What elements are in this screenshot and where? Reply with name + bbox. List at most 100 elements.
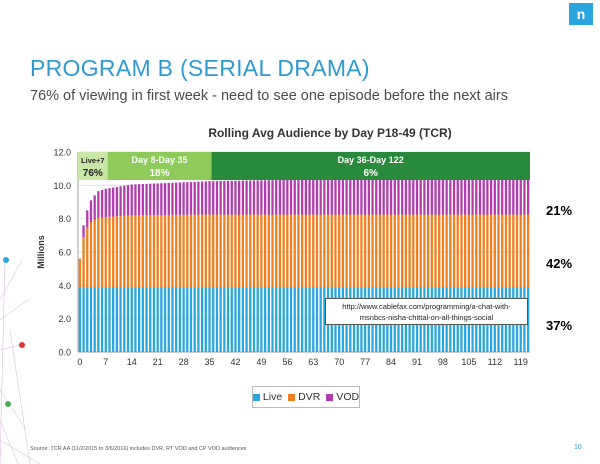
- x-tick-label: 91: [412, 357, 422, 367]
- bar-dvr: [82, 237, 85, 287]
- bar-vod: [100, 189, 104, 218]
- bar-dvr: [93, 219, 96, 287]
- bar-vod: [238, 180, 241, 215]
- bar-vod: [512, 177, 515, 215]
- bar-dvr: [319, 214, 322, 287]
- bar-dvr: [378, 214, 382, 287]
- y-tick-label: 8.0: [58, 214, 71, 224]
- bar-dvr: [426, 214, 430, 287]
- bar-dvr: [360, 214, 363, 287]
- bar-live: [149, 287, 152, 352]
- bar-dvr: [430, 214, 433, 287]
- bar-vod: [471, 178, 474, 215]
- bar-dvr: [108, 216, 111, 287]
- bar-vod: [182, 182, 185, 215]
- bar-vod: [393, 178, 396, 215]
- bar-vod: [456, 178, 459, 215]
- bar-vod: [338, 179, 341, 215]
- share-label-live: 37%: [546, 318, 573, 333]
- bar-vod: [163, 183, 167, 215]
- bar-live: [126, 287, 130, 352]
- bar-dvr: [341, 214, 345, 287]
- bar-dvr: [182, 214, 185, 287]
- bar-vod: [219, 180, 222, 215]
- bar-dvr: [204, 214, 207, 287]
- bar-live: [275, 287, 278, 352]
- bar-dvr: [263, 214, 267, 287]
- bar-vod: [371, 179, 374, 215]
- bar-dvr: [334, 214, 337, 287]
- bar-dvr: [115, 216, 119, 287]
- bar-dvr: [223, 214, 226, 287]
- bar-vod: [441, 178, 445, 215]
- url-annotation: http://www.cablefax.com/programming/a-ch…: [325, 298, 528, 325]
- bar-dvr: [226, 214, 230, 287]
- bar-dvr: [234, 214, 237, 287]
- bar-live: [260, 287, 263, 352]
- bar-vod: [523, 177, 526, 215]
- bar-vod: [426, 178, 430, 215]
- bar-live: [267, 287, 270, 352]
- bar-vod: [200, 181, 204, 215]
- bar-dvr: [167, 214, 170, 287]
- bar-vod: [93, 195, 96, 220]
- x-tick-label: 63: [308, 357, 318, 367]
- page-number: 10: [574, 444, 582, 451]
- bar-dvr: [515, 214, 519, 287]
- bar-dvr: [126, 215, 130, 287]
- bar-vod: [360, 179, 363, 215]
- bar-vod: [115, 186, 119, 217]
- bar-dvr: [338, 214, 341, 287]
- bar-vod: [504, 177, 508, 215]
- bar-vod: [282, 179, 285, 215]
- decorative-line: [0, 389, 27, 431]
- bar-dvr: [489, 214, 493, 287]
- bar-live: [119, 287, 122, 352]
- bar-vod: [141, 184, 144, 216]
- bar-vod: [501, 178, 504, 215]
- bar-dvr: [219, 214, 222, 287]
- bar-dvr: [415, 214, 419, 287]
- bar-dvr: [256, 214, 259, 287]
- bar-dvr: [345, 214, 348, 287]
- bar-vod: [319, 179, 322, 215]
- bar-live: [89, 287, 93, 352]
- x-tick-label: 112: [488, 357, 502, 367]
- bar-live: [241, 287, 245, 352]
- bar-dvr: [475, 214, 478, 287]
- bar-vod: [171, 182, 174, 215]
- bar-vod: [145, 183, 148, 216]
- bar-live: [86, 287, 89, 352]
- bar-dvr: [163, 214, 167, 287]
- bar-dvr: [352, 214, 356, 287]
- bar-live: [312, 287, 315, 352]
- bar-dvr: [401, 214, 404, 287]
- bar-vod: [363, 179, 367, 215]
- bar-vod: [89, 200, 93, 222]
- x-tick-label: 7: [103, 357, 108, 367]
- bar-vod: [86, 210, 89, 227]
- bar-vod: [193, 181, 196, 215]
- bar-vod: [519, 177, 522, 215]
- bar-vod: [526, 177, 530, 215]
- bar-dvr: [86, 227, 89, 287]
- bar-dvr: [238, 214, 241, 287]
- bar-dvr: [189, 214, 193, 287]
- bar-vod: [460, 178, 463, 215]
- bar-vod: [467, 178, 471, 215]
- bar-dvr: [156, 215, 159, 287]
- bar-live: [167, 287, 170, 352]
- bar-vod: [404, 178, 408, 215]
- bar-live: [93, 287, 96, 352]
- bar-live: [123, 287, 126, 352]
- bar-dvr: [523, 214, 526, 287]
- bar-live: [104, 287, 107, 352]
- bar-dvr: [508, 214, 511, 287]
- decorative-line: [0, 439, 41, 464]
- bar-vod: [345, 179, 348, 215]
- bar-live: [315, 287, 319, 352]
- decorative-dot: [19, 342, 25, 348]
- bar-live: [163, 287, 167, 352]
- bar-dvr: [241, 214, 245, 287]
